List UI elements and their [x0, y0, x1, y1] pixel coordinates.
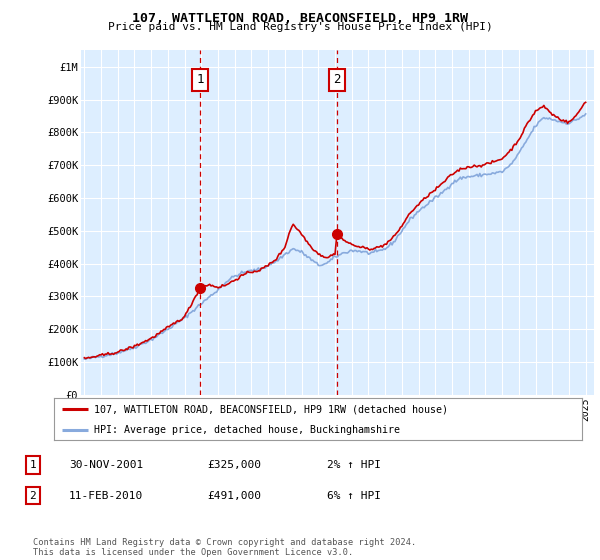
Text: 6% ↑ HPI: 6% ↑ HPI [327, 491, 381, 501]
Text: 2% ↑ HPI: 2% ↑ HPI [327, 460, 381, 470]
Text: 11-FEB-2010: 11-FEB-2010 [69, 491, 143, 501]
Text: 30-NOV-2001: 30-NOV-2001 [69, 460, 143, 470]
Text: 107, WATTLETON ROAD, BEACONSFIELD, HP9 1RW (detached house): 107, WATTLETON ROAD, BEACONSFIELD, HP9 1… [94, 404, 448, 414]
Text: Contains HM Land Registry data © Crown copyright and database right 2024.
This d: Contains HM Land Registry data © Crown c… [33, 538, 416, 557]
Text: 107, WATTLETON ROAD, BEACONSFIELD, HP9 1RW: 107, WATTLETON ROAD, BEACONSFIELD, HP9 1… [132, 12, 468, 25]
Text: 1: 1 [196, 73, 203, 86]
Text: 1: 1 [29, 460, 37, 470]
Text: 2: 2 [333, 73, 341, 86]
Text: £325,000: £325,000 [207, 460, 261, 470]
Text: Price paid vs. HM Land Registry's House Price Index (HPI): Price paid vs. HM Land Registry's House … [107, 22, 493, 32]
Text: £491,000: £491,000 [207, 491, 261, 501]
Text: HPI: Average price, detached house, Buckinghamshire: HPI: Average price, detached house, Buck… [94, 426, 400, 435]
Text: 2: 2 [29, 491, 37, 501]
